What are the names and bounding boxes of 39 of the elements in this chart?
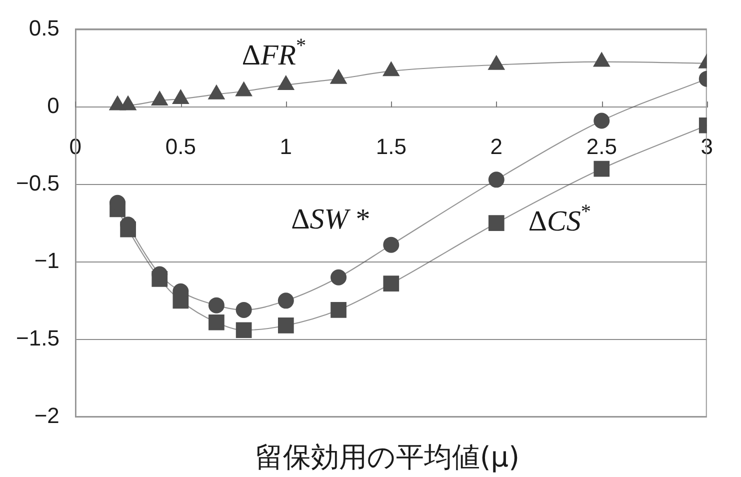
- x-tick-label: 2: [490, 134, 503, 160]
- point: [278, 292, 294, 309]
- point: [208, 297, 224, 314]
- point: [208, 84, 225, 100]
- point: [330, 269, 347, 286]
- point: [330, 302, 346, 318]
- x-tick-label: 1: [280, 134, 292, 160]
- y-tick-label: 0: [47, 92, 60, 118]
- series-label: ΔFR*: [242, 34, 306, 72]
- point: [120, 96, 136, 110]
- series-label: ΔCS*: [528, 200, 592, 238]
- y-tick-label: −1: [34, 248, 60, 273]
- x-tick-label: 2.5: [586, 134, 617, 160]
- point: [236, 322, 252, 338]
- point: [236, 82, 252, 96]
- point: [488, 172, 504, 188]
- point: [172, 90, 189, 104]
- x-tick-label: 1.5: [376, 134, 406, 160]
- point: [151, 91, 168, 106]
- point: [594, 160, 610, 177]
- x-axis-title: 留保効用の平均値(μ): [254, 440, 520, 474]
- y-tick-label: −2: [34, 403, 60, 428]
- y-tick-label: 0.5: [28, 15, 60, 40]
- point: [236, 302, 252, 318]
- point: [593, 52, 610, 67]
- y-tick-label: −0.5: [16, 170, 60, 196]
- point: [488, 55, 505, 70]
- point: [383, 276, 400, 292]
- point: [208, 314, 224, 330]
- x-tick-label: 3: [700, 134, 714, 160]
- point: [278, 318, 294, 334]
- point: [488, 215, 504, 232]
- point: [278, 76, 294, 90]
- x-tick-label: 0.5: [165, 134, 196, 160]
- series-label: ΔSW *: [291, 203, 370, 236]
- point: [383, 236, 400, 253]
- point: [382, 62, 400, 76]
- point: [330, 69, 347, 84]
- y-tick-label: −1.5: [16, 326, 60, 351]
